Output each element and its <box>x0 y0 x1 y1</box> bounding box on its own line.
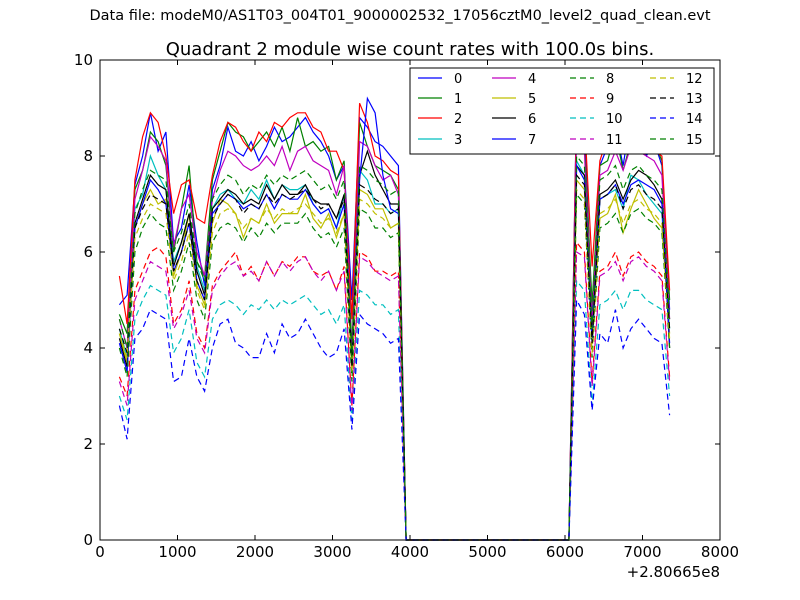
series-line-8 <box>118 192 671 541</box>
x-tick-label: 4000 <box>391 543 429 561</box>
series-line-12 <box>118 187 671 541</box>
series-line-6 <box>118 149 671 541</box>
figure-suptitle: Data file: modeM0/AS1T03_004T01_90000025… <box>89 8 711 24</box>
x-tick-label: 8000 <box>701 543 739 561</box>
legend-label-2: 2 <box>454 112 462 127</box>
y-tick-label: 4 <box>83 339 93 357</box>
series-line-10 <box>118 279 671 541</box>
series-line-14 <box>118 297 671 541</box>
y-tick-label: 10 <box>74 51 93 69</box>
legend-label-15: 15 <box>686 133 703 148</box>
y-tick-label: 8 <box>83 147 93 165</box>
series-line-11 <box>118 250 671 541</box>
x-offset-label: +2.80665e8 <box>627 563 720 581</box>
legend-label-5: 5 <box>528 92 536 107</box>
legend-label-6: 6 <box>528 112 536 127</box>
series-line-9 <box>118 240 671 541</box>
legend-label-12: 12 <box>686 72 703 87</box>
legend-label-3: 3 <box>454 133 462 148</box>
legend-label-13: 13 <box>686 92 703 107</box>
y-tick-label: 2 <box>83 435 93 453</box>
series-line-15 <box>118 154 671 541</box>
series-line-13 <box>118 173 671 541</box>
legend-label-14: 14 <box>686 112 703 127</box>
x-tick-label: 1000 <box>158 543 196 561</box>
legend-label-9: 9 <box>606 92 614 107</box>
legend-label-8: 8 <box>606 72 614 87</box>
legend-label-7: 7 <box>528 133 536 148</box>
x-tick-label: 7000 <box>623 543 661 561</box>
x-tick-label: 3000 <box>313 543 351 561</box>
x-tick-label: 0 <box>95 543 105 561</box>
x-tick-label: 6000 <box>546 543 584 561</box>
legend-label-4: 4 <box>528 72 536 87</box>
series-line-4 <box>118 131 671 541</box>
series-line-5 <box>118 178 671 541</box>
series-line-1 <box>118 117 671 541</box>
y-tick-label: 6 <box>83 243 93 261</box>
legend-box <box>409 67 715 155</box>
y-tick-label: 0 <box>83 531 93 549</box>
series-layer <box>118 96 671 541</box>
series-line-2 <box>118 100 671 541</box>
legend-label-1: 1 <box>454 92 462 107</box>
chart-title: Quadrant 2 module wise count rates with … <box>166 39 655 60</box>
x-tick-label: 5000 <box>468 543 506 561</box>
legend-label-0: 0 <box>454 72 462 87</box>
legend-label-10: 10 <box>606 112 623 127</box>
legend-label-11: 11 <box>606 133 623 148</box>
x-tick-label: 2000 <box>236 543 274 561</box>
